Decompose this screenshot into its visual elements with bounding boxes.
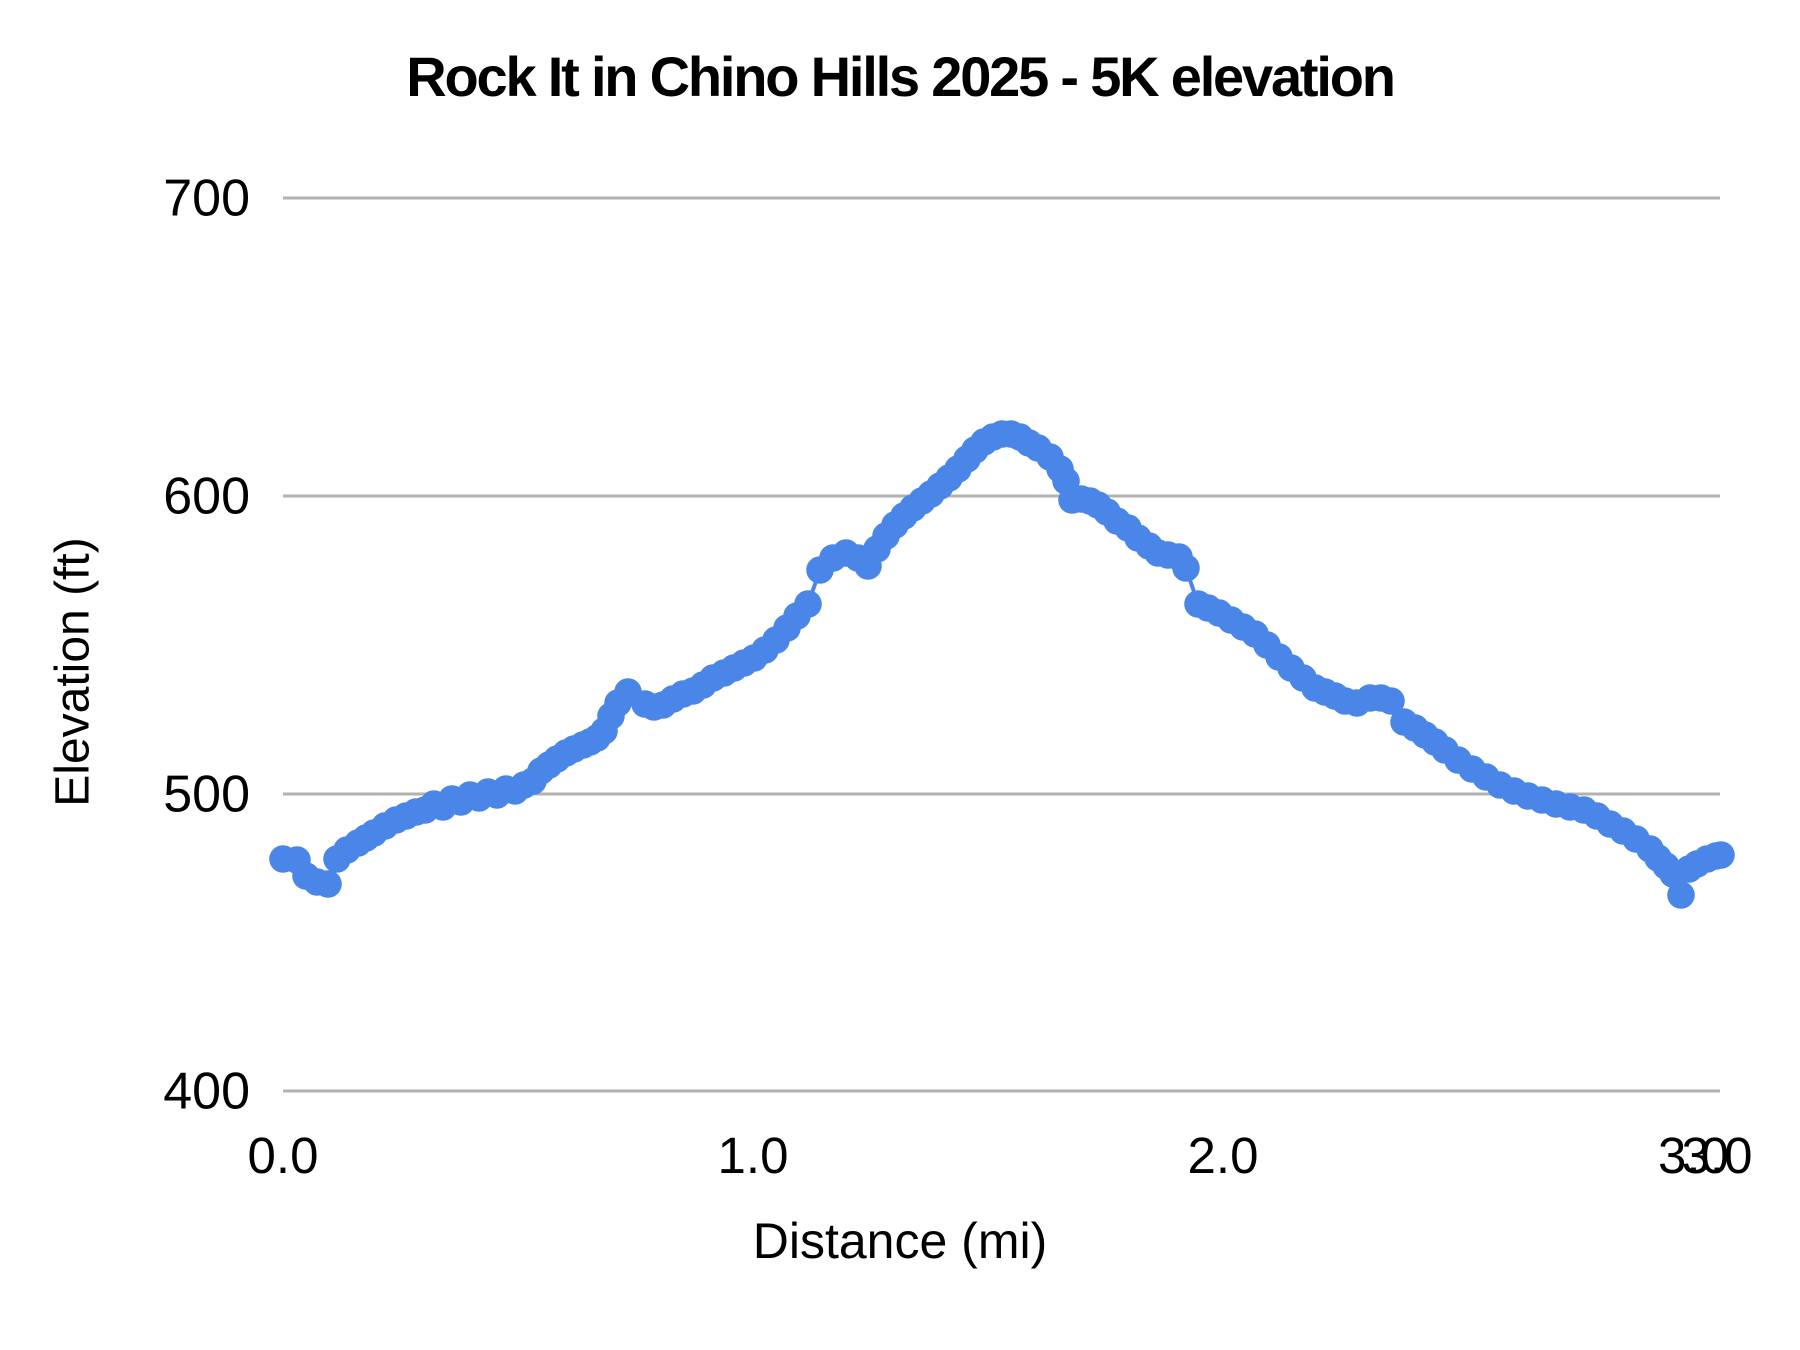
svg-text:600: 600 bbox=[163, 468, 250, 526]
svg-text:500: 500 bbox=[163, 766, 250, 824]
svg-text:400: 400 bbox=[163, 1063, 250, 1121]
svg-text:Elevation (ft): Elevation (ft) bbox=[47, 537, 100, 806]
svg-text:Rock It in Chino Hills 2025 -: Rock It in Chino Hills 2025 - 5K elevati… bbox=[406, 45, 1393, 108]
svg-text:0.0: 0.0 bbox=[248, 1127, 319, 1184]
svg-text:3.0: 3.0 bbox=[1682, 1127, 1753, 1184]
svg-text:1.0: 1.0 bbox=[718, 1127, 789, 1184]
svg-text:Distance (mi): Distance (mi) bbox=[753, 1213, 1047, 1269]
svg-text:700: 700 bbox=[163, 170, 250, 228]
svg-text:3.0: 3.0 bbox=[1658, 1127, 1729, 1184]
svg-text:2.0: 2.0 bbox=[1188, 1127, 1259, 1184]
